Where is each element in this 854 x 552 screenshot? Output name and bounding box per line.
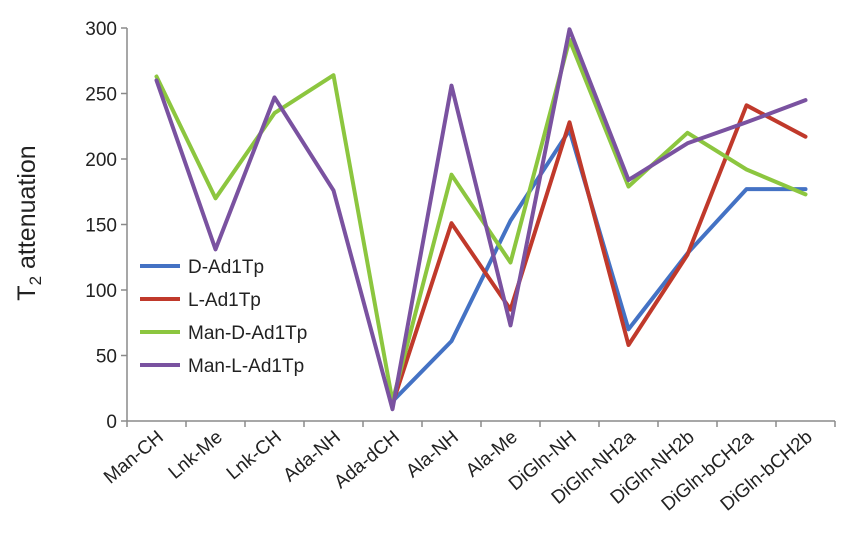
series-lines bbox=[154, 27, 808, 412]
y-tick-label: 200 bbox=[85, 150, 117, 171]
series-line-man-d-ad1tp bbox=[154, 37, 808, 404]
y-tick-label: 100 bbox=[85, 281, 117, 302]
y-tick-label: 0 bbox=[106, 412, 117, 433]
legend-label-l-ad1tp: L-Ad1Tp bbox=[188, 290, 261, 311]
x-tick-label: Lnk-Me bbox=[165, 427, 227, 484]
x-tick-label: Man-CH bbox=[100, 427, 168, 489]
x-tick-label: Ala-NH bbox=[402, 427, 462, 482]
legend-label-man-d-ad1tp: Man-D-Ad1Tp bbox=[188, 323, 307, 344]
x-tick-label: Ada-dCH bbox=[330, 427, 403, 493]
y-axis-label: T2 attenuation bbox=[13, 145, 45, 300]
y-tick-label: 300 bbox=[85, 19, 117, 40]
y-tick-label: 150 bbox=[85, 216, 117, 237]
y-tick-label: 250 bbox=[85, 85, 117, 106]
series-line-l-ad1tp bbox=[390, 103, 808, 406]
legend-label-man-l-ad1tp: Man-L-Ad1Tp bbox=[188, 356, 304, 377]
x-tick-label: Lnk-CH bbox=[223, 427, 286, 484]
series-line-d-ad1tp bbox=[390, 128, 808, 404]
y-tick-label: 50 bbox=[96, 347, 117, 368]
y-ticks: 0 50 100 150 200 250 300 bbox=[85, 19, 127, 433]
legend: D-Ad1Tp L-Ad1Tp Man-D-Ad1Tp Man-L-Ad1Tp bbox=[140, 257, 307, 377]
legend-label-d-ad1tp: D-Ad1Tp bbox=[188, 257, 264, 278]
series-line-man-l-ad1tp bbox=[154, 27, 808, 412]
